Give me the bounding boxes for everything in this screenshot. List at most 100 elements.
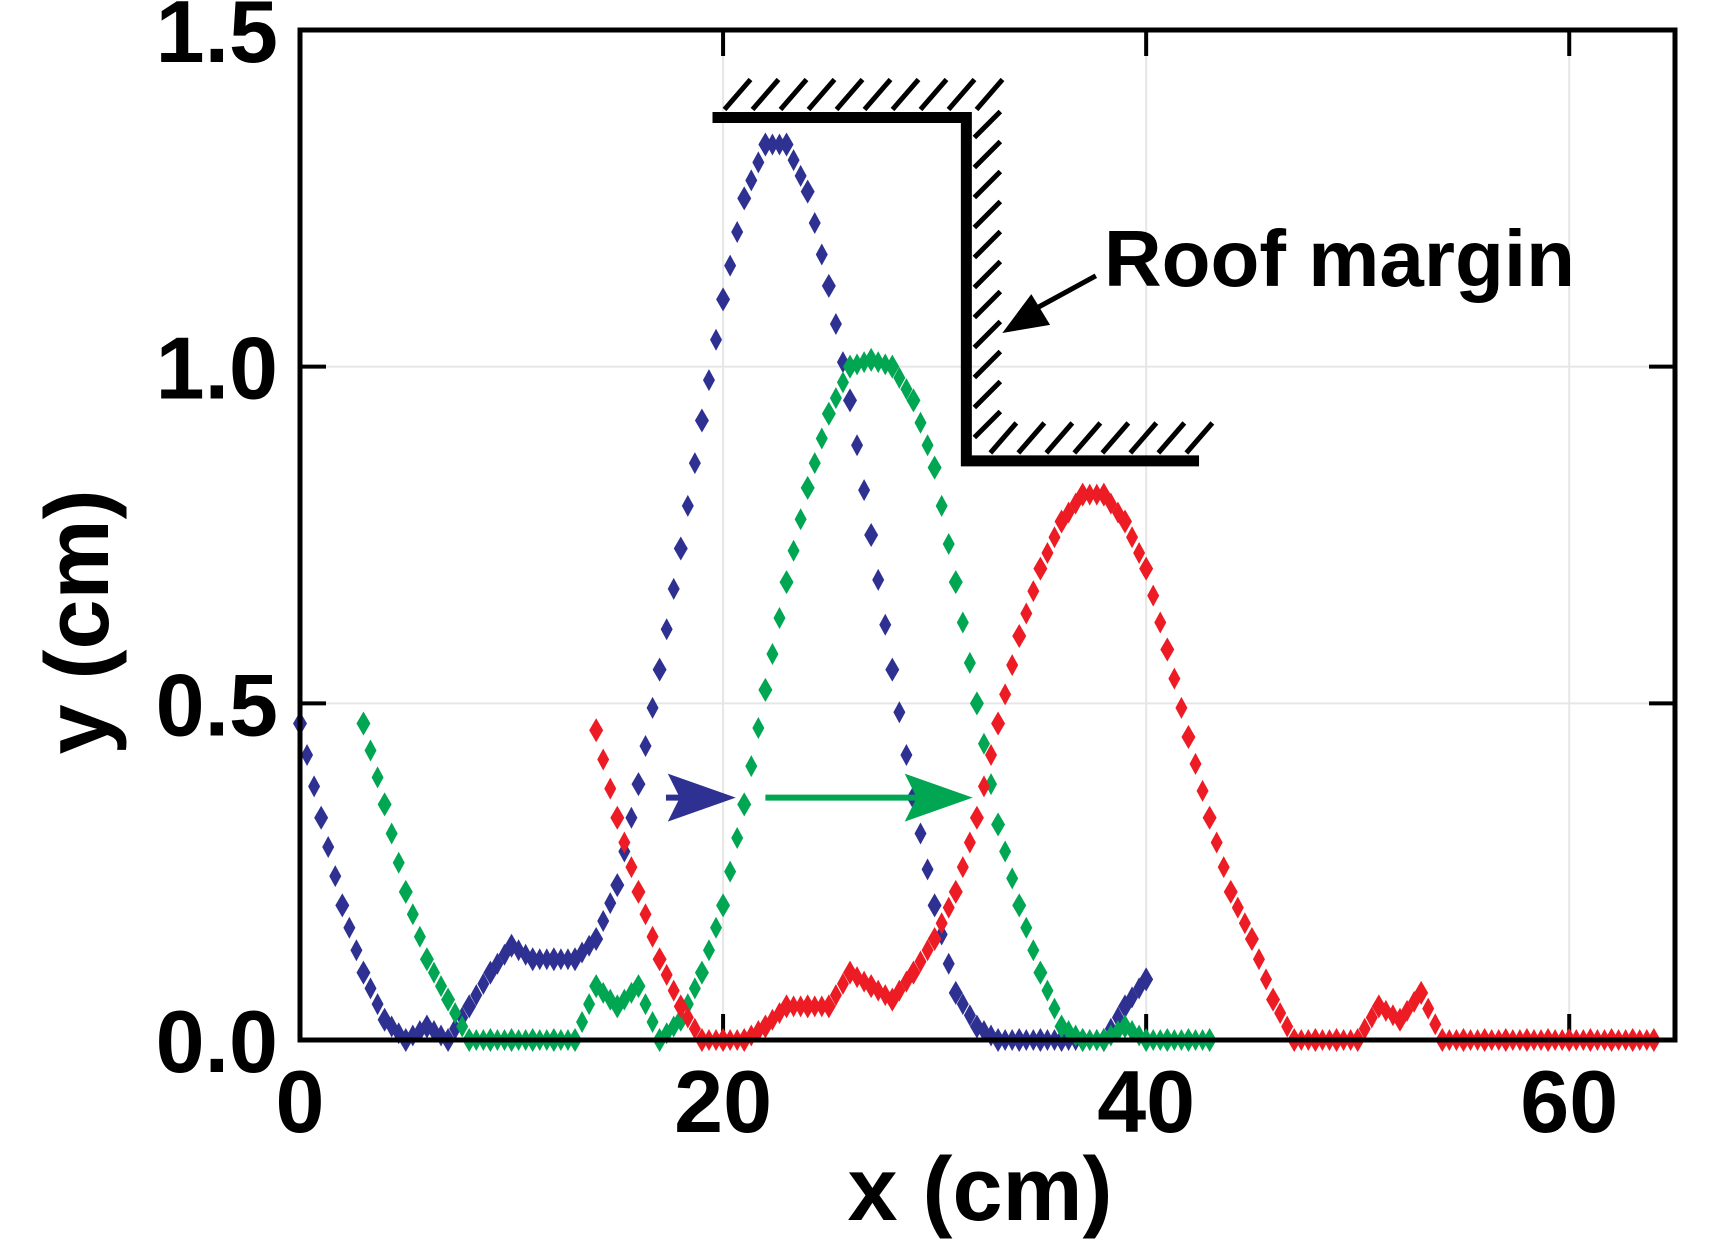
data-point (864, 523, 879, 547)
data-point-marker (604, 777, 617, 800)
data-point (419, 947, 434, 972)
data-point (779, 994, 794, 1019)
data-point (991, 711, 1006, 736)
y-tick-label: 0.5 (156, 655, 278, 754)
data-point-marker (597, 748, 610, 771)
x-axis-label: x (cm) (847, 1140, 1112, 1240)
arrow-head (904, 773, 973, 822)
data-point-marker (963, 831, 976, 854)
data-point-marker (808, 212, 821, 235)
data-point-marker (956, 856, 969, 879)
data-point-marker (977, 732, 990, 755)
data-point-marker (752, 151, 765, 174)
data-point (716, 893, 731, 918)
data-point (779, 570, 794, 595)
data-point (1202, 805, 1217, 830)
data-point (377, 792, 392, 817)
data-point-marker (540, 948, 553, 971)
data-point (314, 805, 329, 830)
data-point-marker (639, 993, 652, 1016)
data-point (758, 132, 773, 157)
hatch-line (972, 349, 1003, 380)
hatch-line (778, 77, 809, 112)
data-point-marker (815, 243, 828, 266)
data-point-marker (1048, 997, 1061, 1020)
data-point-marker (1020, 916, 1033, 939)
data-point (1075, 482, 1090, 507)
hatch-line (1016, 421, 1047, 455)
data-point-marker (702, 369, 715, 392)
hatch-line (750, 77, 781, 112)
data-point-marker (371, 993, 384, 1016)
data-point-marker (456, 1015, 469, 1038)
x-tick-label: 40 (1097, 1052, 1195, 1151)
data-point (589, 718, 604, 743)
data-point-marker (942, 532, 955, 555)
data-point-marker (724, 254, 737, 277)
data-point (673, 994, 688, 1019)
hatch-line (972, 139, 1003, 170)
data-point (631, 772, 646, 797)
data-point (1139, 967, 1154, 992)
data-point-marker (392, 851, 405, 874)
data-point (1139, 556, 1154, 581)
shift-arrow (665, 773, 736, 822)
data-point (885, 657, 900, 682)
data-point-marker (724, 860, 737, 883)
data-point-marker (773, 607, 786, 630)
y-axis-label: y (cm) (28, 489, 128, 754)
data-point-marker (1252, 948, 1265, 971)
data-point-marker (787, 995, 800, 1018)
data-point (652, 947, 667, 972)
data-point-marker (766, 133, 779, 156)
data-point-marker (681, 1006, 694, 1029)
data-point-marker (1020, 602, 1033, 625)
data-point (906, 960, 921, 985)
data-point (652, 657, 667, 682)
data-point-marker (1133, 541, 1146, 564)
data-point (1244, 927, 1259, 951)
data-point-marker (1365, 1006, 1378, 1029)
data-point-marker (914, 411, 927, 434)
data-point-marker (1126, 526, 1139, 549)
data-point (631, 974, 646, 999)
data-point-marker (745, 755, 758, 778)
data-point-marker (815, 427, 828, 450)
tick-labels: 0 20 40 60 0.0 0.5 1.0 1.5 (156, 0, 1619, 1151)
data-point-marker (625, 806, 638, 829)
data-point-marker (1260, 968, 1273, 991)
data-point-marker (1238, 912, 1251, 935)
data-point-marker (688, 1017, 701, 1040)
hatch-line (972, 259, 1003, 290)
data-point-marker (942, 952, 955, 975)
data-point-marker (1429, 1013, 1442, 1036)
data-point (673, 536, 688, 561)
data-point (441, 987, 456, 1012)
data-point-marker (1196, 779, 1209, 802)
data-point (737, 792, 752, 817)
data-point-marker (561, 948, 574, 971)
data-point (356, 960, 371, 985)
data-point-marker (935, 912, 948, 935)
data-point (694, 408, 709, 433)
hatch-line (972, 199, 1003, 230)
data-point-marker (1027, 939, 1040, 962)
data-point-marker (1090, 483, 1103, 506)
data-point (927, 455, 942, 480)
data-point-marker (667, 577, 680, 600)
data-point-marker (900, 743, 913, 766)
data-point (1414, 980, 1429, 1005)
data-point (631, 879, 646, 904)
data-point-marker (935, 494, 948, 517)
data-point-marker (1006, 654, 1019, 677)
data-point-marker (301, 743, 314, 766)
data-point-marker (660, 963, 673, 986)
data-point (991, 812, 1006, 837)
data-point-marker (1083, 483, 1096, 506)
data-point-marker (710, 328, 723, 351)
data-point-marker (914, 950, 927, 973)
hatch-line (972, 319, 1003, 350)
data-point (716, 287, 731, 312)
data-point (906, 388, 921, 413)
hatch-line (972, 379, 1003, 410)
